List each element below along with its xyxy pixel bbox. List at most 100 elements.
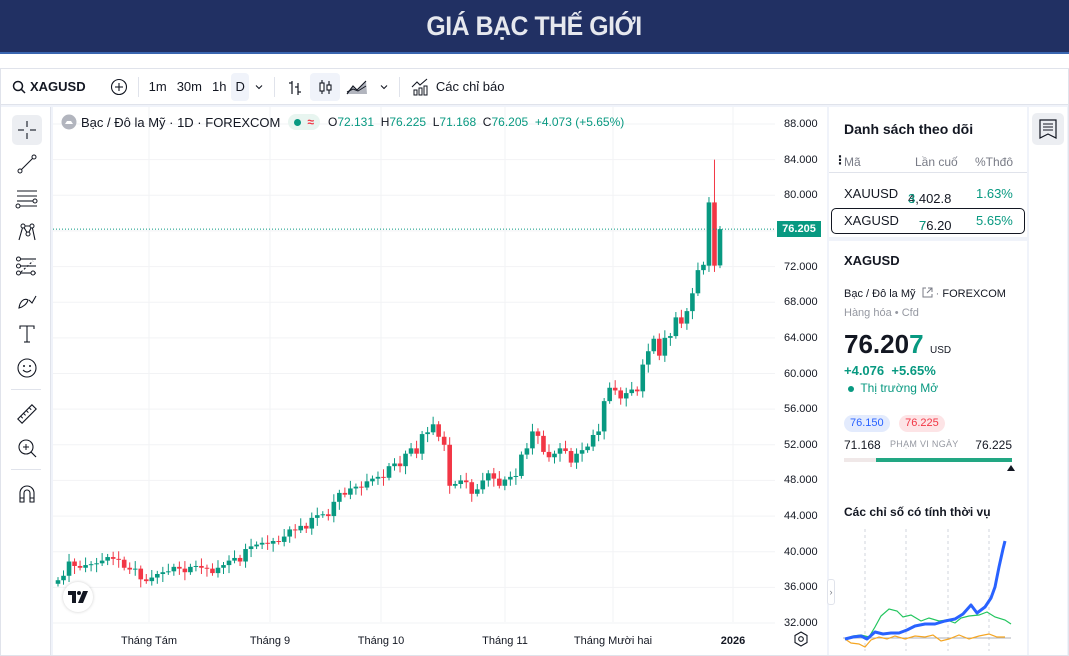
compare-symbol-button[interactable] [105, 73, 133, 101]
symbol-search-button[interactable]: XAGUSD [7, 73, 91, 101]
price-axis-label: 48.000 [784, 474, 818, 487]
interval-1h[interactable]: 1h [207, 73, 231, 101]
watchlist-row-xagusd[interactable]: XAGUSD 76.20 7 5.65% [831, 208, 1025, 234]
row-symbol: XAGUSD [844, 213, 899, 228]
column-symbol[interactable]: Mã [844, 155, 861, 169]
column-change-pct[interactable]: %Thđô [975, 155, 1014, 169]
details-symbol[interactable]: XAGUSD [844, 253, 900, 268]
zoom-in-icon [18, 439, 37, 458]
text-icon [19, 325, 35, 343]
price-axis-label: 32.000 [784, 617, 818, 629]
market-open-dot [294, 118, 302, 126]
forecast-icon [16, 256, 36, 276]
time-axis-label: Tháng Tám [120, 635, 178, 647]
ask-price: 76.225 [899, 415, 945, 432]
chevron-down-icon [255, 84, 263, 89]
row-change: 1.63% [976, 186, 1013, 201]
trend-line-icon [17, 154, 37, 174]
symbol-label: XAGUSD [30, 79, 86, 94]
search-icon [12, 80, 26, 94]
chart-type-dropdown[interactable] [374, 73, 394, 101]
ruler-tool[interactable] [12, 399, 42, 429]
magnet-tool[interactable] [12, 479, 42, 509]
divider [11, 469, 41, 470]
market-status: Thị trường Mở [848, 381, 938, 395]
area-chart-button[interactable] [340, 73, 374, 101]
interval-dropdown[interactable] [249, 73, 269, 101]
price-axis-label: 64.000 [784, 331, 818, 344]
candlestick-chart[interactable] [53, 107, 775, 655]
watchlist-row-xauusd[interactable]: XAUUSD 4,402.8 3 1.63% [844, 186, 1013, 206]
price-axis-label: 52.000 [784, 438, 818, 451]
row-change: 5.65% [976, 213, 1013, 228]
tradingview-logo-icon [68, 591, 88, 603]
watchlist-toggle-button[interactable] [1032, 113, 1064, 145]
top-toolbar: XAGUSD 1m 30m 1h D Các chỉ báo [1, 69, 1068, 105]
time-axis-label: Tháng 9 [249, 635, 291, 647]
divider [11, 389, 41, 390]
day-range-label: PHẠM VI NGÀY [890, 439, 959, 449]
watchlist-header: ⋮ Mã Lần cuố %Thđô [829, 151, 1027, 173]
chart-legend: Bạc / Đô la Mỹ · 1D · FOREXCOM ≈ O72.131… [61, 114, 624, 130]
price-axis-label: 44.000 [784, 510, 818, 523]
brush-tool[interactable] [12, 285, 42, 315]
collapse-panel-handle[interactable]: › [827, 579, 835, 605]
trend-line-tool[interactable] [12, 149, 42, 179]
range-marker-icon [1007, 465, 1015, 471]
smiley-icon [17, 358, 37, 378]
watchlist: Danh sách theo dõi ⋮ Mã Lần cuố %Thđô XA… [829, 107, 1027, 237]
price-axis-label: 68.000 [784, 296, 818, 309]
emoji-tool[interactable] [12, 353, 42, 383]
page-banner: GIÁ BẠC THẾ GIỚI [0, 0, 1069, 54]
brush-icon [18, 295, 37, 309]
external-link-icon[interactable] [922, 287, 933, 298]
candles-icon [319, 79, 332, 94]
candles-chart-button[interactable] [309, 72, 340, 101]
column-last[interactable]: Lần cuố [915, 155, 958, 169]
column-menu-icon[interactable]: ⋮ [834, 153, 846, 167]
watchlist-icon [1039, 119, 1057, 139]
details-category-row: Hàng hóa • Cfd [844, 307, 919, 319]
price-axis-label: 88.000 [784, 118, 818, 130]
tradingview-logo[interactable] [63, 582, 93, 612]
row-symbol: XAUUSD [844, 186, 899, 201]
crosshair-tool[interactable] [12, 115, 42, 145]
current-price-label: 76.205 [777, 221, 821, 237]
crosshair-icon [18, 121, 36, 139]
chevron-down-icon [380, 84, 388, 89]
chart-settings-button[interactable] [793, 631, 809, 652]
interval-d[interactable]: D [231, 72, 249, 101]
tradingview-widget: XAGUSD 1m 30m 1h D Các chỉ báo [0, 68, 1069, 656]
bars-icon [288, 80, 301, 95]
indicators-icon [411, 78, 428, 95]
pattern-icon [18, 223, 36, 241]
bar-chart-button[interactable] [280, 73, 310, 101]
text-tool[interactable] [12, 319, 42, 349]
interval-label: D [235, 79, 245, 94]
price-chart[interactable]: Bạc / Đô la Mỹ · 1D · FOREXCOM ≈ O72.131… [53, 107, 775, 655]
zoom-in-tool[interactable] [12, 433, 42, 463]
delayed-data-icon: ≈ [307, 115, 314, 129]
ohlc-values: O72.131 H76.225 L71.168 C76.205 +4.073 (… [327, 115, 625, 129]
price-axis-label: 40.000 [784, 545, 818, 558]
chart-symbol-title[interactable]: Bạc / Đô la Mỹ · 1D · FOREXCOM [81, 114, 281, 130]
price-axis-label: 56.000 [784, 403, 818, 416]
price-axis[interactable]: 88.000 84.000 80.000 72.000 68.000 64.000 60.0… [775, 107, 827, 655]
seasonals-chart[interactable] [829, 523, 1027, 653]
details-exchange: FOREXCOM [942, 288, 1006, 300]
pattern-tool[interactable] [12, 217, 42, 247]
interval-1m[interactable]: 1m [144, 73, 172, 101]
market-status-pill[interactable]: ≈ [288, 114, 320, 130]
details-price: 76.207 USD [844, 329, 952, 359]
ruler-icon [17, 404, 37, 424]
time-axis-label: Tháng 10 [357, 635, 405, 647]
details-name[interactable]: Bạc / Đô la Mỹ [844, 288, 916, 300]
interval-30m[interactable]: 30m [172, 73, 207, 101]
indicators-button[interactable]: Các chỉ báo [405, 73, 510, 101]
bid-ask-row: 76.150 76.225 [844, 413, 945, 432]
seasonals-title[interactable]: Các chỉ số có tính thời vụ [844, 505, 991, 519]
divider [137, 76, 139, 97]
prediction-tool[interactable] [12, 251, 42, 281]
settings-icon [794, 631, 808, 647]
fib-retracement-tool[interactable] [12, 183, 42, 213]
